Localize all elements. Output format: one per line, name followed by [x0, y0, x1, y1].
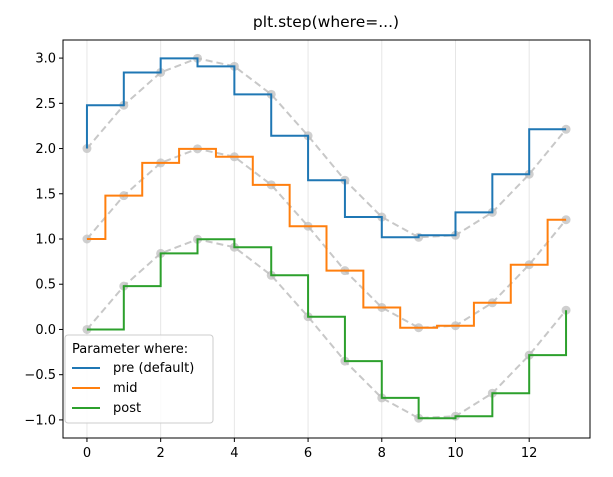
y-tick-label: −0.5 — [24, 368, 56, 383]
series-layer — [85, 57, 568, 420]
x-tick-label: 0 — [83, 446, 91, 461]
x-tick-label: 12 — [521, 446, 538, 461]
series-line-post — [86, 238, 568, 420]
y-tick-label: 2.0 — [35, 142, 56, 157]
reference-line-pre — [86, 57, 567, 239]
legend-title: Parameter where: — [72, 342, 188, 357]
x-tick-label: 10 — [447, 446, 464, 461]
series-line-mid — [86, 147, 567, 329]
x-tick-label: 4 — [230, 446, 238, 461]
y-tick-label: 0.0 — [35, 323, 56, 338]
legend-label-pre: pre (default) — [113, 361, 194, 376]
y-tick-label: 3.0 — [35, 52, 56, 67]
legend-box — [64, 334, 214, 424]
y-tick-label: 2.5 — [35, 97, 56, 112]
x-tick-label: 6 — [304, 446, 312, 461]
legend-label-mid: mid — [113, 381, 138, 396]
axes: 0 2 4 6 8 10 12 −1.0 −0.5 0.0 0.5 1.0 1.5 2.0 2.5 3.0 — [24, 39, 591, 461]
legend: Parameter where: pre (default) mid post — [64, 334, 214, 424]
x-tick-label: 8 — [378, 446, 386, 461]
x-tick-label: 2 — [157, 446, 165, 461]
legend-entries: pre (default) mid post — [72, 361, 194, 416]
legend-label-post: post — [113, 401, 141, 416]
y-tick-label: 1.0 — [35, 233, 56, 248]
series-line-pre — [85, 57, 567, 239]
y-tick-label: 1.5 — [35, 187, 56, 202]
y-tick-label: −1.0 — [24, 413, 56, 428]
chart-title: plt.step(where=...) — [253, 13, 399, 31]
reference-line-post — [86, 238, 567, 420]
y-tick-label: 0.5 — [35, 278, 56, 293]
